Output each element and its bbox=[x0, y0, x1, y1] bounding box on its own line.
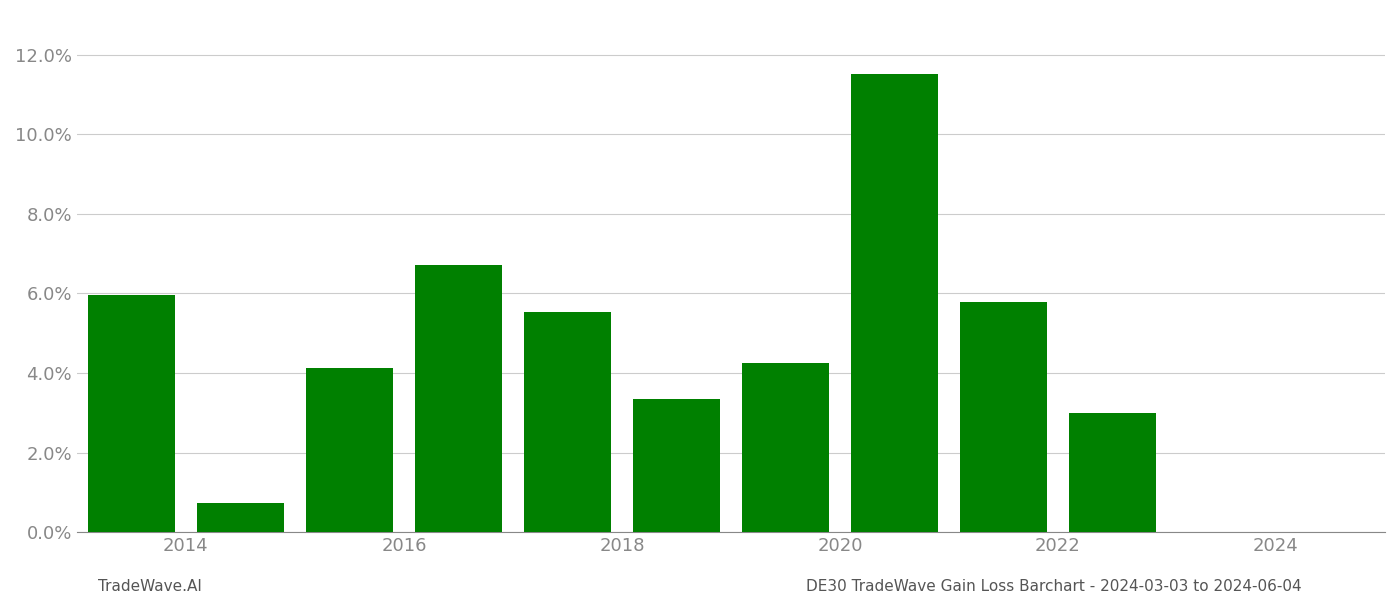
Bar bbox=[197, 503, 284, 532]
Bar bbox=[633, 399, 720, 532]
Text: TradeWave.AI: TradeWave.AI bbox=[98, 579, 202, 594]
Bar bbox=[742, 363, 829, 532]
Bar bbox=[305, 368, 393, 532]
Bar bbox=[524, 312, 610, 532]
Bar bbox=[960, 302, 1047, 532]
Bar bbox=[88, 295, 175, 532]
Bar bbox=[1068, 413, 1156, 532]
Text: DE30 TradeWave Gain Loss Barchart - 2024-03-03 to 2024-06-04: DE30 TradeWave Gain Loss Barchart - 2024… bbox=[806, 579, 1302, 594]
Bar bbox=[851, 74, 938, 532]
Bar bbox=[414, 265, 503, 532]
